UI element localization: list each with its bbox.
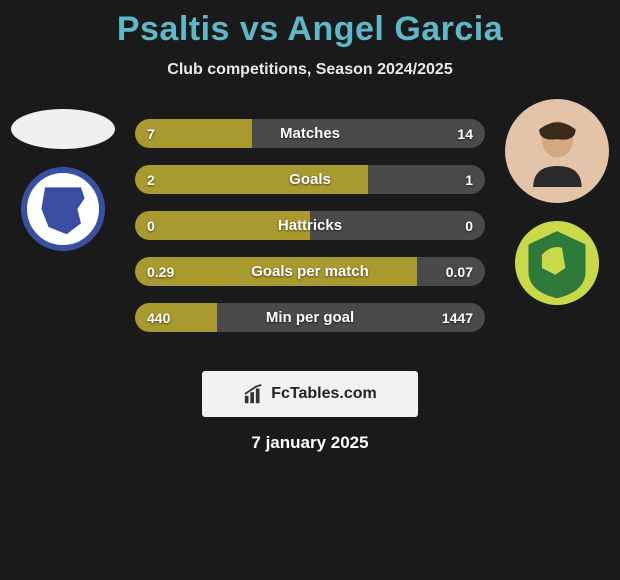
stat-bar [135,165,485,194]
stat-row: Min per goal4401447 [135,303,485,332]
stat-bar-left [135,257,417,286]
person-icon [521,115,594,188]
comparison-infographic: Psaltis vs Angel Garcia Club competition… [0,0,620,580]
comparison-content: Matches714 Goals21 Hattricks00 Goals per ma… [0,99,620,349]
stat-bar [135,303,485,332]
stat-bar-left [135,119,252,148]
player-photo-right [505,99,609,203]
stat-bar-left [135,165,368,194]
chart-icon [243,383,265,405]
stat-bar-right [217,303,485,332]
aek-badge-icon [515,221,599,305]
stat-bar-right [310,211,485,240]
title-vs: vs [240,10,279,48]
stat-row: Goals per match0.290.07 [135,257,485,286]
stat-bar [135,257,485,286]
title-player-left: Psaltis [117,10,230,48]
stat-bar [135,119,485,148]
greece-map-icon [27,173,99,245]
club-badge-right [515,221,599,305]
stat-row: Goals21 [135,165,485,194]
stat-bar-right [417,257,485,286]
watermark-text: FcTables.com [271,385,377,403]
stat-bar-right [368,165,485,194]
stat-bar-left [135,211,310,240]
page-title: Psaltis vs Angel Garcia [0,0,620,49]
left-player-column [8,99,118,251]
watermark: FcTables.com [202,371,418,417]
stat-row: Matches714 [135,119,485,148]
footer-date: 7 january 2025 [0,433,620,453]
stats-bars: Matches714 Goals21 Hattricks00 Goals per ma… [135,119,485,332]
subtitle: Club competitions, Season 2024/2025 [0,61,620,79]
right-player-column [502,99,612,305]
club-badge-left [21,167,105,251]
stat-bar-left [135,303,217,332]
stat-bar-right [252,119,485,148]
player-photo-left [11,109,115,149]
title-player-right: Angel Garcia [287,10,503,48]
stat-bar [135,211,485,240]
stat-row: Hattricks00 [135,211,485,240]
